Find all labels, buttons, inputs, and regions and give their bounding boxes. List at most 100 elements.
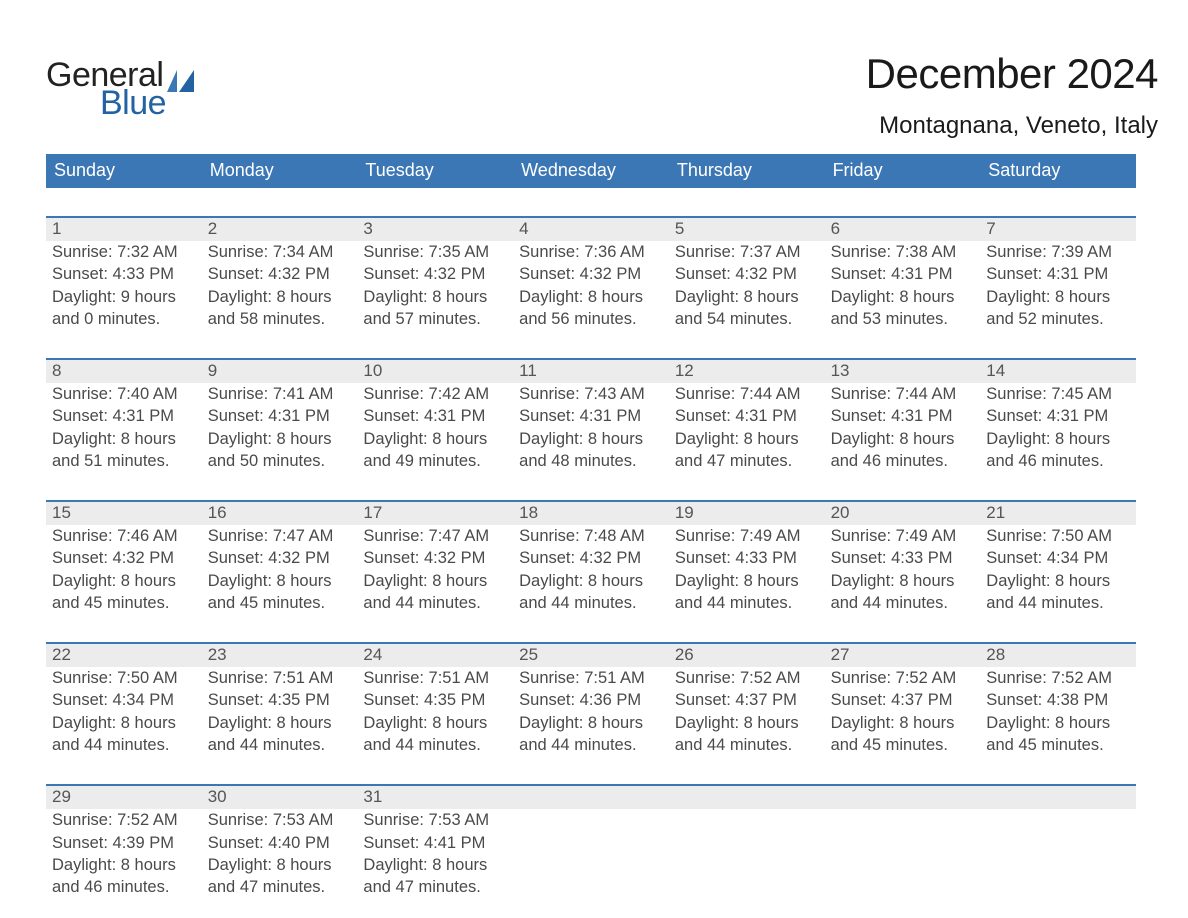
daylight-line-1: Daylight: 9 hours (46, 286, 202, 308)
calendar-week: 22232425262728Sunrise: 7:50 AMSunrise: 7… (46, 642, 1136, 756)
daylight-line-2 (980, 876, 1136, 898)
calendar-page: General Blue December 2024 Montagnana, V… (0, 0, 1188, 918)
page-header: General Blue December 2024 Montagnana, V… (46, 26, 1158, 140)
sunset-line: Sunset: 4:31 PM (980, 263, 1136, 285)
date-number: 26 (669, 644, 825, 667)
date-number (980, 786, 1136, 809)
sunrise-line: Sunrise: 7:49 AM (825, 525, 981, 547)
daylight-line-2: and 46 minutes. (825, 450, 981, 472)
date-number: 28 (980, 644, 1136, 667)
sunset-line: Sunset: 4:34 PM (980, 547, 1136, 569)
sunrise-line: Sunrise: 7:40 AM (46, 383, 202, 405)
daylight-line-2: and 58 minutes. (202, 308, 358, 330)
sunset-line (513, 832, 669, 854)
sunset-line: Sunset: 4:41 PM (357, 832, 513, 854)
sunset-line: Sunset: 4:32 PM (357, 547, 513, 569)
date-number: 7 (980, 218, 1136, 241)
daylight-line-2 (669, 876, 825, 898)
daylight-line-1-row: Daylight: 8 hoursDaylight: 8 hoursDaylig… (46, 712, 1136, 734)
date-number: 5 (669, 218, 825, 241)
daylight-line-1: Daylight: 8 hours (825, 286, 981, 308)
daylight-line-2: and 49 minutes. (357, 450, 513, 472)
calendar-week: 1234567Sunrise: 7:32 AMSunrise: 7:34 AMS… (46, 216, 1136, 330)
sunrise-line: Sunrise: 7:53 AM (202, 809, 358, 831)
sunset-line: Sunset: 4:37 PM (669, 689, 825, 711)
daylight-line-2: and 45 minutes. (202, 592, 358, 614)
date-number: 4 (513, 218, 669, 241)
date-number: 10 (357, 360, 513, 383)
sunrise-line: Sunrise: 7:46 AM (46, 525, 202, 547)
daylight-line-1: Daylight: 8 hours (669, 286, 825, 308)
sunrise-line: Sunrise: 7:52 AM (46, 809, 202, 831)
daylight-line-1-row: Daylight: 8 hoursDaylight: 8 hoursDaylig… (46, 570, 1136, 592)
daylight-line-1-row: Daylight: 8 hours Daylight: 8 hours Daylig… (46, 428, 1136, 450)
sunset-line: Sunset: 4:31 PM (357, 405, 513, 427)
daylight-line-2: and 45 minutes. (46, 592, 202, 614)
daylight-line-2-row: and 44 minutes.and 44 minutes.and 44 min… (46, 734, 1136, 756)
sunset-line: Sunset: 4:40 PM (202, 832, 358, 854)
date-number-row: 15161718192021 (46, 502, 1136, 525)
sunrise-line: Sunrise: 7:44 AM (825, 383, 981, 405)
sunrise-line (513, 809, 669, 831)
daylight-line-2-row: and 51 minutes.and 50 minutes.and 49 min… (46, 450, 1136, 472)
sunset-line: Sunset: 4:32 PM (357, 263, 513, 285)
daylight-line-2: and 44 minutes. (357, 592, 513, 614)
sunset-line: Sunset: 4:37 PM (825, 689, 981, 711)
date-number: 25 (513, 644, 669, 667)
daylight-line-2: and 47 minutes. (202, 876, 358, 898)
daylight-line-1: Daylight: 8 hours (513, 428, 669, 450)
sunrise-line: Sunrise: 7:35 AM (357, 241, 513, 263)
date-number (669, 786, 825, 809)
sunrise-line (980, 809, 1136, 831)
sunset-line: Sunset: 4:33 PM (825, 547, 981, 569)
date-number: 23 (202, 644, 358, 667)
sunset-line: Sunset: 4:32 PM (202, 547, 358, 569)
sunrise-line-row: Sunrise: 7:46 AMSunrise: 7:47 AM Sunrise:… (46, 525, 1136, 547)
sunrise-line: Sunrise: 7:52 AM (825, 667, 981, 689)
daylight-line-2: and 56 minutes. (513, 308, 669, 330)
daylight-line-2-row: and 46 minutes.and 47 minutes.and 47 min… (46, 876, 1136, 898)
sunrise-line: Sunrise: 7:44 AM (669, 383, 825, 405)
daylight-line-1: Daylight: 8 hours (202, 854, 358, 876)
daylight-line-2: and 53 minutes. (825, 308, 981, 330)
sunset-line: Sunset: 4:38 PM (980, 689, 1136, 711)
sunrise-line: Sunrise: 7:39 AM (980, 241, 1136, 263)
page-title: December 2024 (866, 50, 1158, 98)
sunset-line: Sunset: 4:32 PM (46, 547, 202, 569)
daylight-line-1: Daylight: 8 hours (357, 712, 513, 734)
date-number: 6 (825, 218, 981, 241)
day-of-week-label: Sunday (46, 154, 202, 188)
date-number (513, 786, 669, 809)
sunrise-line: Sunrise: 7:41 AM (202, 383, 358, 405)
brand-word-2: Blue (100, 86, 195, 120)
daylight-line-2: and 44 minutes. (669, 592, 825, 614)
sunrise-line: Sunrise: 7:38 AM (825, 241, 981, 263)
day-of-week-label: Friday (825, 154, 981, 188)
sunset-line (825, 832, 981, 854)
date-number: 15 (46, 502, 202, 525)
daylight-line-1: Daylight: 8 hours (825, 428, 981, 450)
sunrise-line: Sunrise: 7:50 AM (46, 667, 202, 689)
page-subtitle: Montagnana, Veneto, Italy (866, 112, 1158, 140)
calendar-week: 293031Sunrise: 7:52 AMSunrise: 7:53 AMSu… (46, 784, 1136, 898)
calendar-week: 891011121314Sunrise: 7:40 AMSunrise: 7:4… (46, 358, 1136, 472)
date-number: 17 (357, 502, 513, 525)
date-number: 3 (357, 218, 513, 241)
daylight-line-1: Daylight: 8 hours (513, 286, 669, 308)
daylight-line-1: Daylight: 8 hours (202, 428, 358, 450)
sunrise-line: Sunrise: 7:47 AM (202, 525, 358, 547)
day-of-week-label: Monday (202, 154, 358, 188)
sunset-line: Sunset: 4:31 PM (202, 405, 358, 427)
daylight-line-1: Daylight: 8 hours (980, 712, 1136, 734)
daylight-line-1 (513, 854, 669, 876)
sunset-line-row: Sunset: 4:32 PMSunset: 4:32 PMSunset: 4:… (46, 547, 1136, 569)
sunrise-line: Sunrise: 7:50 AM (980, 525, 1136, 547)
sunset-line (669, 832, 825, 854)
daylight-line-1: Daylight: 8 hours (357, 286, 513, 308)
daylight-line-2: and 44 minutes. (669, 734, 825, 756)
sunset-line (980, 832, 1136, 854)
daylight-line-1: Daylight: 8 hours (357, 570, 513, 592)
date-number: 16 (202, 502, 358, 525)
date-number: 20 (825, 502, 981, 525)
date-number: 2 (202, 218, 358, 241)
